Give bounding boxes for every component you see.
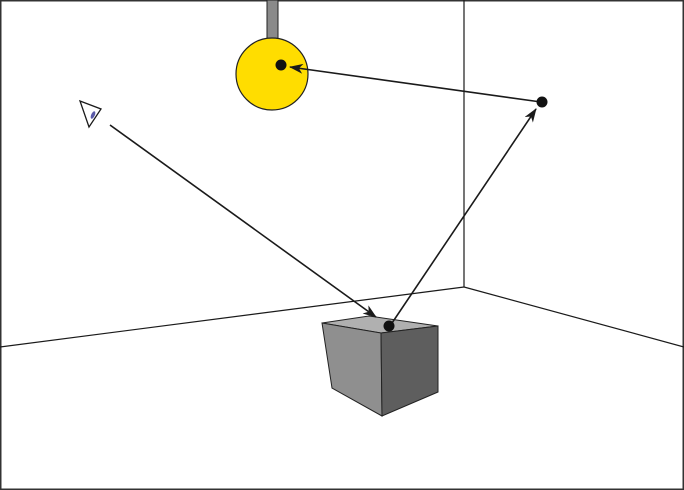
ray-cube-to-bounce <box>389 108 537 327</box>
lamp-bulb <box>235 37 309 111</box>
ray-bounce-to-light <box>289 63 542 103</box>
cube-hit-point <box>383 320 395 332</box>
cube-object <box>321 315 439 417</box>
left-floor-edge <box>0 286 465 348</box>
right-floor-edge <box>463 286 684 348</box>
rays <box>109 63 542 327</box>
room-walls <box>0 0 684 348</box>
light-center-point <box>275 59 287 71</box>
lamp-stem <box>266 0 279 43</box>
bounce-point <box>536 96 548 108</box>
cube-right-face <box>380 325 439 417</box>
ray-eye-to-cube <box>109 124 377 318</box>
eye-icon <box>78 99 102 129</box>
light-source <box>235 0 309 111</box>
